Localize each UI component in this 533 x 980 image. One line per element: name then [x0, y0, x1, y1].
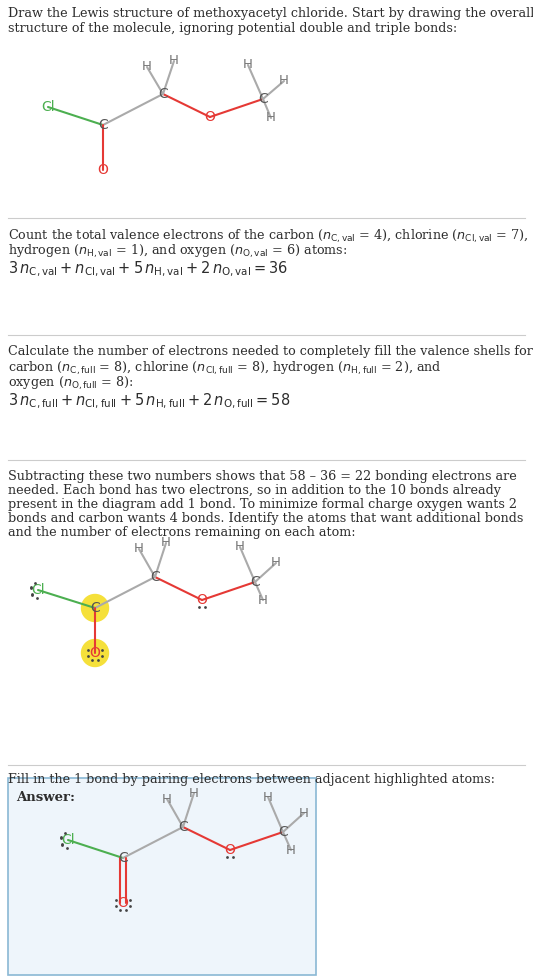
Text: structure of the molecule, ignoring potential double and triple bonds:: structure of the molecule, ignoring pote…: [8, 22, 457, 35]
Text: O: O: [197, 593, 207, 607]
Text: C: C: [98, 118, 108, 132]
Text: needed. Each bond has two electrons, so in addition to the 10 bonds already: needed. Each bond has two electrons, so …: [8, 484, 501, 497]
Text: hydrogen ($n_{\mathrm{H,val}}$ = 1), and oxygen ($n_{\mathrm{O,val}}$ = 6) atoms: hydrogen ($n_{\mathrm{H,val}}$ = 1), and…: [8, 243, 348, 261]
Text: O: O: [224, 843, 236, 857]
Text: O: O: [98, 163, 108, 177]
Text: C: C: [278, 825, 288, 839]
Text: oxygen ($n_{\mathrm{O,full}}$ = 8):: oxygen ($n_{\mathrm{O,full}}$ = 8):: [8, 375, 134, 392]
Text: present in the diagram add 1 bond. To minimize formal charge oxygen wants 2: present in the diagram add 1 bond. To mi…: [8, 498, 517, 511]
Text: H: H: [162, 793, 172, 806]
Text: H: H: [142, 61, 152, 74]
Text: H: H: [299, 807, 309, 819]
Text: O: O: [205, 110, 215, 124]
Text: Cl: Cl: [41, 100, 55, 114]
Text: H: H: [235, 541, 245, 554]
Text: H: H: [279, 74, 289, 87]
Text: O: O: [90, 646, 100, 660]
Text: bonds and carbon wants 4 bonds. Identify the atoms that want additional bonds: bonds and carbon wants 4 bonds. Identify…: [8, 512, 523, 525]
Text: H: H: [169, 55, 179, 68]
Text: H: H: [286, 844, 296, 857]
Text: H: H: [266, 112, 276, 124]
Text: C: C: [150, 570, 160, 584]
Text: Subtracting these two numbers shows that 58 – 36 = 22 bonding electrons are: Subtracting these two numbers shows that…: [8, 470, 517, 483]
Text: $3\,n_{\mathrm{C,full}} + n_{\mathrm{Cl,full}} + 5\,n_{\mathrm{H,full}} + 2\,n_{: $3\,n_{\mathrm{C,full}} + n_{\mathrm{Cl,…: [8, 392, 290, 412]
Text: O: O: [118, 896, 128, 910]
Text: Fill in the 1 bond by pairing electrons between adjacent highlighted atoms:: Fill in the 1 bond by pairing electrons …: [8, 773, 495, 786]
Text: C: C: [118, 851, 128, 865]
Text: H: H: [271, 557, 281, 569]
Text: H: H: [263, 791, 273, 804]
Text: C: C: [258, 92, 268, 106]
Text: H: H: [258, 594, 268, 607]
Text: and the number of electrons remaining on each atom:: and the number of electrons remaining on…: [8, 526, 356, 539]
Text: carbon ($n_{\mathrm{C,full}}$ = 8), chlorine ($n_{\mathrm{Cl,full}}$ = 8), hydro: carbon ($n_{\mathrm{C,full}}$ = 8), chlo…: [8, 360, 442, 377]
Text: H: H: [243, 59, 253, 72]
Text: Cl: Cl: [61, 833, 75, 847]
Text: $3\,n_{\mathrm{C,val}} + n_{\mathrm{Cl,val}} + 5\,n_{\mathrm{H,val}} + 2\,n_{\ma: $3\,n_{\mathrm{C,val}} + n_{\mathrm{Cl,v…: [8, 260, 288, 279]
Text: Answer:: Answer:: [16, 791, 75, 804]
Text: Calculate the number of electrons needed to completely fill the valence shells f: Calculate the number of electrons needed…: [8, 345, 533, 358]
Text: C: C: [250, 575, 260, 589]
Text: H: H: [189, 787, 199, 800]
Text: Draw the Lewis structure of methoxyacetyl chloride. Start by drawing the overall: Draw the Lewis structure of methoxyacety…: [8, 7, 533, 20]
Circle shape: [82, 595, 109, 621]
Circle shape: [82, 640, 109, 666]
FancyBboxPatch shape: [8, 778, 316, 975]
Text: Count the total valence electrons of the carbon ($n_{\mathrm{C,val}}$ = 4), chlo: Count the total valence electrons of the…: [8, 228, 529, 245]
Text: C: C: [158, 87, 168, 101]
Text: Cl: Cl: [31, 583, 45, 597]
Text: C: C: [90, 601, 100, 615]
Text: C: C: [178, 820, 188, 834]
Text: H: H: [161, 536, 171, 550]
Text: H: H: [134, 543, 144, 556]
